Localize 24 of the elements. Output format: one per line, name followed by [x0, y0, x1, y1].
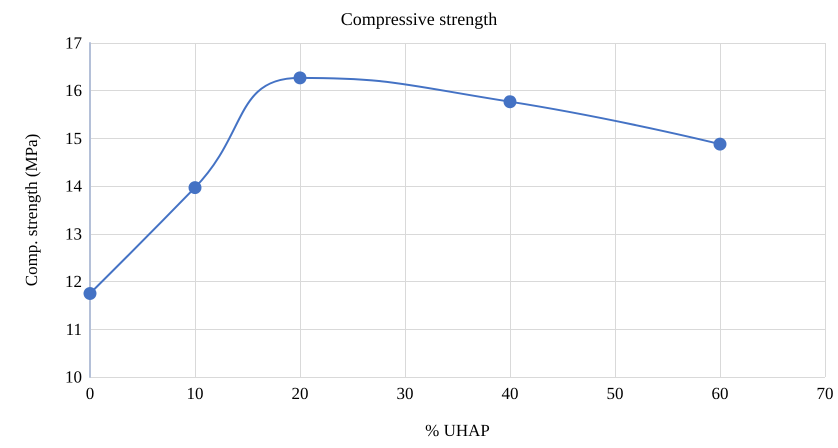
x-tick-label: 10	[186, 384, 204, 403]
point	[188, 181, 202, 194]
y-tick-label: 14	[65, 176, 82, 196]
x-tick-label: 50	[606, 384, 624, 403]
y-tick-label: 15	[65, 128, 82, 148]
point	[504, 95, 516, 108]
x-tick-label: 20	[292, 384, 308, 403]
y-axis-title: Comp. strength (MPa)	[22, 134, 41, 286]
x-tick-label: 60	[712, 384, 728, 403]
chart-title: Compressive strength	[340, 9, 498, 29]
point	[84, 287, 96, 300]
x-tick-label: 70	[816, 384, 834, 403]
y-tick-label: 13	[65, 224, 82, 244]
y-tick-label: 16	[65, 81, 82, 100]
y-tick-label: 17	[65, 34, 82, 52]
point	[714, 138, 726, 151]
y-tick-label: 11	[66, 320, 82, 339]
point	[294, 71, 306, 84]
x-axis-title: % UHAP	[425, 421, 490, 440]
y-tick-label: 12	[65, 272, 82, 292]
x-tick-label: 30	[396, 384, 414, 403]
x-tick-label: 40	[502, 384, 518, 403]
y-tick-label: 10	[65, 368, 82, 386]
x-tick-label: 0	[86, 384, 94, 403]
